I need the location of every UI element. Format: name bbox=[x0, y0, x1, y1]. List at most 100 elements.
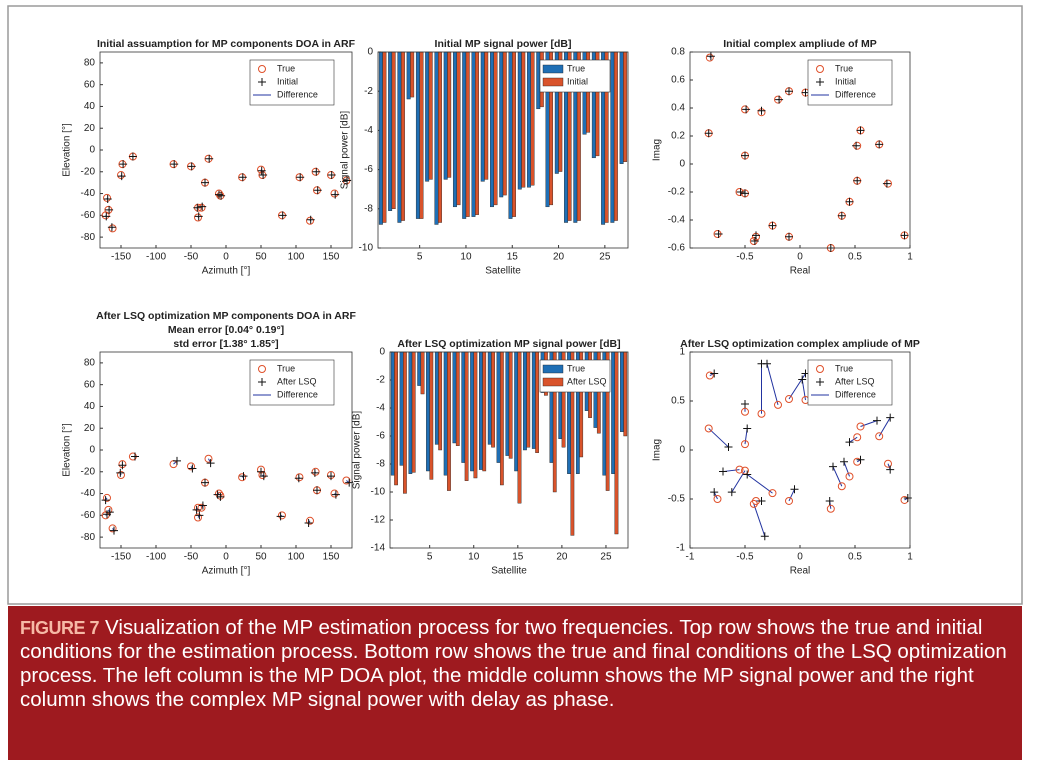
chart-title: Initial complex ampliude of MP bbox=[723, 38, 876, 50]
bar bbox=[452, 51, 457, 208]
bar bbox=[512, 51, 516, 217]
legend-label: After LSQ bbox=[567, 376, 607, 386]
x-tick-label: 150 bbox=[323, 252, 340, 263]
estimate-marker bbox=[194, 212, 203, 221]
bar bbox=[391, 51, 396, 210]
bar bbox=[521, 51, 526, 188]
x-tick-label: 10 bbox=[460, 252, 472, 263]
estimate-marker bbox=[201, 178, 209, 187]
true-marker bbox=[295, 473, 304, 482]
true-marker bbox=[757, 409, 766, 418]
difference-line bbox=[753, 503, 766, 537]
bar bbox=[443, 351, 448, 476]
estimate-marker bbox=[724, 443, 733, 452]
chart-title: Initial MP signal power [dB] bbox=[435, 38, 572, 50]
bar bbox=[484, 51, 489, 180]
bar bbox=[417, 351, 422, 386]
true-marker bbox=[194, 513, 202, 522]
x-tick-label: 150 bbox=[323, 552, 340, 563]
estimate-marker bbox=[752, 231, 760, 240]
x-tick-label: 5 bbox=[427, 552, 433, 563]
estimate-marker bbox=[710, 488, 719, 497]
bar bbox=[499, 351, 504, 486]
estimate-marker bbox=[840, 457, 848, 466]
estimate-marker bbox=[217, 191, 226, 200]
bar bbox=[527, 51, 531, 188]
bar bbox=[475, 51, 479, 215]
bar bbox=[502, 51, 507, 196]
estimate-marker bbox=[170, 160, 179, 169]
estimate-marker bbox=[118, 461, 127, 470]
bar bbox=[623, 51, 628, 162]
estimate-marker bbox=[205, 154, 214, 163]
difference-line bbox=[746, 474, 773, 494]
true-marker bbox=[194, 213, 202, 222]
estimate-marker bbox=[706, 52, 715, 61]
x-tick-label: 0 bbox=[223, 252, 229, 263]
bar bbox=[465, 51, 470, 217]
bar bbox=[482, 351, 487, 472]
y-tick-label: -0.6 bbox=[668, 243, 686, 254]
bar bbox=[437, 51, 442, 223]
bar bbox=[426, 351, 430, 472]
bar bbox=[455, 351, 460, 447]
y-tick-label: 0.4 bbox=[671, 103, 685, 114]
true-marker bbox=[306, 216, 314, 225]
estimate-marker bbox=[101, 496, 110, 505]
bar bbox=[399, 351, 404, 466]
bar bbox=[505, 351, 510, 456]
true-marker bbox=[101, 211, 110, 220]
estimate-marker bbox=[187, 162, 196, 171]
chart-subtitle: std error [1.38° 1.85°] bbox=[173, 338, 278, 350]
estimate-marker bbox=[736, 188, 745, 196]
legend-label: True bbox=[567, 63, 585, 73]
true-marker bbox=[853, 433, 862, 442]
x-tick-label: 0 bbox=[797, 252, 803, 263]
estimate-marker bbox=[903, 494, 912, 503]
estimate-marker bbox=[825, 496, 834, 505]
plot-marks bbox=[704, 359, 912, 541]
estimate-marker bbox=[188, 464, 197, 473]
bar bbox=[493, 51, 498, 206]
y-tick-label: 60 bbox=[84, 79, 96, 90]
bar bbox=[390, 351, 395, 476]
bar bbox=[531, 351, 536, 449]
bar bbox=[411, 351, 416, 473]
true-marker bbox=[713, 495, 722, 503]
bar bbox=[479, 351, 483, 470]
true-marker bbox=[749, 499, 758, 508]
estimate-marker bbox=[239, 472, 248, 481]
x-tick-label: 20 bbox=[556, 552, 568, 563]
estimate-marker bbox=[853, 176, 862, 185]
estimate-marker bbox=[296, 173, 305, 182]
legend-label: True bbox=[567, 363, 585, 373]
bar bbox=[470, 351, 474, 472]
y-axis-label: Signal power [dB] bbox=[340, 111, 351, 190]
true-marker bbox=[735, 465, 744, 474]
estimate-marker bbox=[103, 510, 111, 519]
chart-subtitle: Mean error [0.04° 0.19°] bbox=[168, 324, 284, 336]
true-marker bbox=[826, 504, 835, 513]
x-tick-label: 20 bbox=[553, 252, 565, 263]
true-marker bbox=[330, 189, 339, 198]
caption-text: Visualization of the MP estimation proce… bbox=[20, 616, 1007, 711]
y-tick-label: 0 bbox=[679, 159, 685, 170]
legend-label: Difference bbox=[835, 389, 876, 399]
bar bbox=[508, 351, 513, 459]
difference-line bbox=[849, 436, 858, 443]
x-tick-label: 0 bbox=[223, 552, 229, 563]
bar bbox=[490, 51, 494, 208]
y-tick-label: -12 bbox=[371, 515, 386, 526]
x-axis-label: Azimuth [°] bbox=[202, 266, 251, 277]
true-marker bbox=[278, 511, 286, 520]
y-tick-label: 0 bbox=[367, 47, 373, 58]
legend-swatch bbox=[816, 365, 824, 373]
x-tick-label: 5 bbox=[417, 252, 423, 263]
x-tick-label: 0 bbox=[797, 552, 803, 563]
x-tick-label: 0.5 bbox=[848, 552, 862, 563]
x-tick-label: -100 bbox=[146, 252, 166, 263]
estimate-marker bbox=[257, 166, 266, 175]
true-marker bbox=[704, 424, 713, 433]
true-marker bbox=[108, 224, 117, 233]
